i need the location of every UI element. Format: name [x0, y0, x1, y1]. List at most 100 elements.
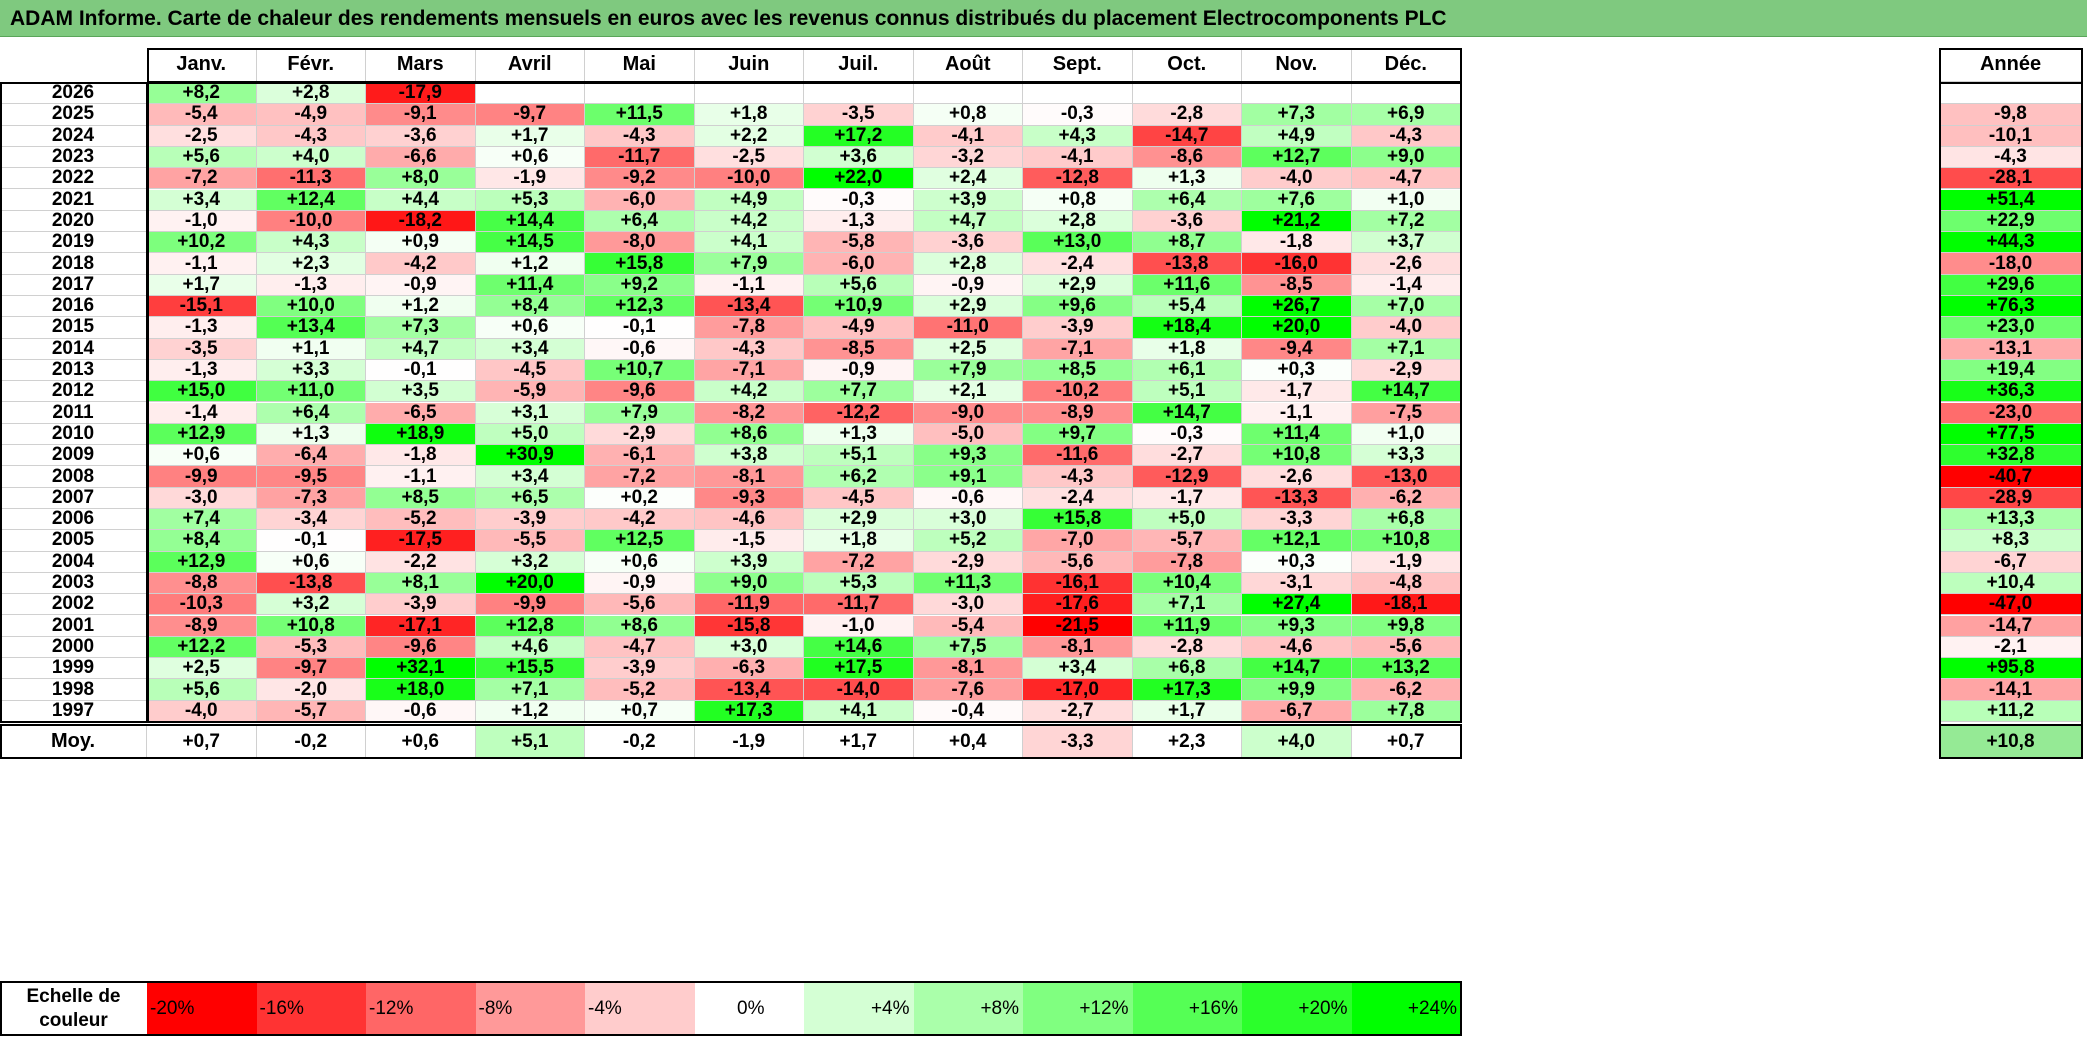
heatmap-cell: +5,6 [804, 274, 914, 296]
heatmap-cell: -6,4 [256, 444, 366, 467]
heatmap-cell: -1,7 [1242, 380, 1352, 403]
heatmap-cell: +4,1 [694, 231, 804, 254]
annual-cell: -13,1 [1939, 338, 2083, 360]
heatmap-cell: -3,9 [585, 657, 695, 680]
annual-cell: +23,0 [1939, 316, 2083, 339]
year-label: 2001 [0, 615, 147, 637]
heatmap-cell: -11,3 [256, 167, 366, 190]
heatmap-cell: -5,4 [147, 103, 257, 126]
heatmap-cell [1132, 83, 1242, 105]
heatmap-cell: -7,2 [804, 551, 914, 573]
average-cell: +1,7 [804, 726, 914, 758]
heatmap-cell [1242, 83, 1352, 105]
heatmap-cell: -0,9 [913, 274, 1023, 296]
heatmap-cell: +5,2 [913, 529, 1023, 552]
heatmap-cell: +3,2 [475, 551, 585, 573]
heatmap-cell: -7,5 [1351, 402, 1461, 424]
color-scale-step: +8% [913, 983, 1023, 1035]
heatmap-cell: +7,5 [913, 636, 1023, 659]
heatmap-cell: +9,3 [913, 444, 1023, 467]
heatmap-cell: +1,7 [475, 125, 585, 147]
heatmap-cell: +18,4 [1132, 316, 1242, 339]
heatmap-cell: +1,8 [804, 529, 914, 552]
heatmap-cell: +3,9 [694, 551, 804, 573]
color-scale-label-line2: couleur [39, 1010, 108, 1031]
heatmap-cell: -9,3 [694, 487, 804, 509]
heatmap-cell: +0,6 [585, 551, 695, 573]
heatmap-cell: -3,3 [1242, 508, 1352, 531]
heatmap-cell: -11,9 [694, 593, 804, 616]
heatmap-cell: -12,2 [804, 402, 914, 424]
heatmap-cell: +11,4 [1242, 423, 1352, 446]
heatmap-cell: +0,8 [913, 103, 1023, 126]
heatmap-cell: -0,6 [585, 338, 695, 360]
heatmap-cell: -21,5 [1023, 615, 1133, 637]
year-label: 2016 [0, 295, 147, 318]
heatmap-cell: +5,3 [475, 189, 585, 211]
heatmap-cell: +8,4 [147, 529, 257, 552]
heatmap-cell: -3,6 [1132, 210, 1242, 233]
heatmap-cell: +7,8 [1351, 700, 1461, 722]
heatmap-cell: -9,2 [585, 167, 695, 190]
heatmap-cell: +7,9 [585, 402, 695, 424]
heatmap-cell: +1,8 [694, 103, 804, 126]
heatmap-cell: -1,3 [147, 316, 257, 339]
annual-cell: -9,8 [1939, 103, 2083, 126]
color-scale-step: -12% [366, 983, 476, 1035]
heatmap-cell: -14,0 [804, 679, 914, 701]
heatmap-cell: -4,5 [475, 359, 585, 382]
heatmap-cell: -18,2 [366, 210, 476, 233]
heatmap-cell: -3,6 [366, 125, 476, 147]
heatmap-cell: +3,4 [475, 466, 585, 488]
heatmap-cell: -6,7 [1242, 700, 1352, 722]
heatmap-cell: -1,4 [1351, 274, 1461, 296]
heatmap-cell: +0,6 [475, 316, 585, 339]
year-label: 2011 [0, 402, 147, 424]
heatmap-cell: -8,9 [1023, 402, 1133, 424]
heatmap-cell: +0,7 [585, 700, 695, 722]
year-label: 2005 [0, 529, 147, 552]
heatmap-cell: -2,9 [1351, 359, 1461, 382]
heatmap-cell: +5,4 [1132, 295, 1242, 318]
heatmap-cell: -6,5 [366, 402, 476, 424]
heatmap-cell: -4,2 [585, 508, 695, 531]
heatmap-cell: -1,5 [694, 529, 804, 552]
heatmap-cell: +9,8 [1351, 615, 1461, 637]
year-label: 2019 [0, 231, 147, 254]
heatmap-cell: +11,6 [1132, 274, 1242, 296]
heatmap-cell: -8,0 [585, 231, 695, 254]
annual-cell: +32,8 [1939, 444, 2083, 467]
heatmap-cell: -5,4 [913, 615, 1023, 637]
heatmap-cell: -8,1 [694, 466, 804, 488]
heatmap-cell: +7,3 [1242, 103, 1352, 126]
color-scale-label: Echelle de couleur [0, 983, 147, 1035]
heatmap-cell: +22,0 [804, 167, 914, 190]
annual-cell: -18,0 [1939, 253, 2083, 275]
heatmap-cell: +5,6 [147, 146, 257, 169]
heatmap-cell: -3,9 [366, 593, 476, 616]
heatmap-cell: +7,2 [1351, 210, 1461, 233]
heatmap-cell: -4,9 [804, 316, 914, 339]
heatmap-cell: -2,4 [1023, 253, 1133, 275]
average-cell: -0,2 [256, 726, 366, 758]
year-label: 2015 [0, 316, 147, 339]
heatmap-cell: +2,5 [913, 338, 1023, 360]
heatmap-cell: +6,2 [804, 466, 914, 488]
heatmap-cell: -3,4 [256, 508, 366, 531]
heatmap-cell: -5,7 [256, 700, 366, 722]
heatmap-cell: -10,3 [147, 593, 257, 616]
year-label: 2018 [0, 253, 147, 275]
heatmap-cell: +10,4 [1132, 572, 1242, 595]
heatmap-cell: -7,1 [1023, 338, 1133, 360]
heatmap-cell: +11,9 [1132, 615, 1242, 637]
heatmap-cell: +1,2 [366, 295, 476, 318]
heatmap-cell: +5,0 [1132, 508, 1242, 531]
heatmap-cell: +21,2 [1242, 210, 1352, 233]
heatmap-cell: +2,4 [913, 167, 1023, 190]
heatmap-cell: -0,1 [366, 359, 476, 382]
heatmap-cell: -6,3 [694, 657, 804, 680]
heatmap-cell: +17,3 [1132, 679, 1242, 701]
heatmap-cell: +3,1 [475, 402, 585, 424]
heatmap-cell: -16,0 [1242, 253, 1352, 275]
heatmap-cell: +4,1 [804, 700, 914, 722]
